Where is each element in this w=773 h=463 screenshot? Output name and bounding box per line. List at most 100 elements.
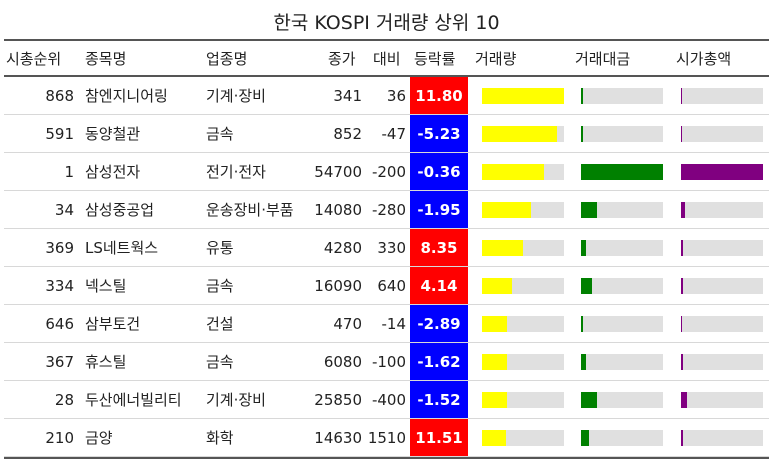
cell-price: 4280 [323, 239, 362, 257]
cell-price: 341 [333, 87, 362, 105]
cell-price: 470 [333, 315, 362, 333]
top-rule [4, 39, 769, 41]
volume-bar [482, 316, 507, 332]
cell-price: 16090 [314, 277, 362, 295]
header-sector: 업종명 [206, 50, 248, 68]
header-name: 종목명 [85, 50, 127, 68]
mcap-bar-track [681, 354, 763, 370]
cell-diff: -400 [371, 391, 406, 409]
header-rule [4, 75, 769, 77]
cell-rank: 369 [45, 239, 74, 257]
cell-rank: 646 [45, 315, 74, 333]
cell-rate-badge: -1.52 [410, 381, 468, 419]
amount-bar-track [581, 430, 663, 446]
header-diff: 대비 [373, 50, 401, 68]
amount-bar-track [581, 202, 663, 218]
amount-bar-track [581, 392, 663, 408]
mcap-bar [681, 164, 763, 180]
amount-bar [581, 126, 583, 142]
cell-rate-badge: -5.23 [410, 115, 468, 153]
cell-sector: 화학 [206, 429, 234, 447]
volume-bar [482, 354, 507, 370]
cell-rate-badge: -1.95 [410, 191, 468, 229]
table-row: 28 두산에너빌리티 기계·장비 25850 -400 -1.52 [4, 381, 769, 419]
volume-bar-track [482, 202, 564, 218]
volume-bar [482, 278, 512, 294]
amount-bar [581, 430, 589, 446]
cell-diff: -280 [371, 201, 406, 219]
volume-bar-track [482, 88, 564, 104]
row-divider [4, 380, 769, 381]
row-divider [4, 304, 769, 305]
mcap-bar-track [681, 202, 763, 218]
cell-rank: 34 [54, 201, 74, 219]
mcap-bar [681, 316, 682, 332]
volume-bar-track [482, 392, 564, 408]
cell-diff: 640 [377, 277, 406, 295]
row-divider [4, 114, 769, 115]
cell-price: 54700 [314, 163, 362, 181]
header-volume: 거래량 [475, 50, 517, 68]
cell-sector: 전기·전자 [206, 163, 266, 181]
cell-name: 삼성중공업 [85, 201, 155, 219]
volume-bar [482, 392, 507, 408]
cell-price: 14080 [314, 201, 362, 219]
row-divider [4, 228, 769, 229]
amount-bar-track [581, 278, 663, 294]
table-row: 34 삼성중공업 운송장비·부품 14080 -280 -1.95 [4, 191, 769, 229]
cell-sector: 기계·장비 [206, 391, 266, 409]
cell-diff: -100 [371, 353, 406, 371]
header-mcap: 시가총액 [676, 50, 732, 68]
table-row: 210 금양 화학 14630 1510 11.51 [4, 419, 769, 457]
amount-bar-track [581, 88, 663, 104]
cell-rate-badge: 11.80 [410, 77, 468, 115]
cell-price: 14630 [314, 429, 362, 447]
cell-rate-badge: -2.89 [410, 305, 468, 343]
header-rank: 시총순위 [6, 50, 62, 68]
cell-rate-badge: 4.14 [410, 267, 468, 305]
volume-bar [482, 240, 523, 256]
cell-sector: 기계·장비 [206, 87, 266, 105]
volume-bar [482, 88, 564, 104]
table-row: 369 LS네트웍스 유통 4280 330 8.35 [4, 229, 769, 267]
volume-bar-track [482, 240, 564, 256]
amount-bar [581, 88, 583, 104]
cell-name: 동양철관 [85, 125, 141, 143]
amount-bar-track [581, 316, 663, 332]
amount-bar [581, 354, 586, 370]
mcap-bar-track [681, 316, 763, 332]
cell-rank: 1 [64, 163, 74, 181]
cell-sector: 금속 [206, 277, 234, 295]
amount-bar [581, 202, 597, 218]
cell-name: 삼부토건 [85, 315, 141, 333]
cell-sector: 금속 [206, 125, 234, 143]
cell-diff: 1510 [367, 429, 406, 447]
row-divider [4, 418, 769, 419]
row-divider [4, 152, 769, 153]
amount-bar-track [581, 240, 663, 256]
cell-rank: 334 [45, 277, 74, 295]
volume-bar [482, 430, 506, 446]
amount-bar [581, 278, 592, 294]
volume-bar-track [482, 316, 564, 332]
cell-rate-badge: -1.62 [410, 343, 468, 381]
volume-bar [482, 202, 531, 218]
cell-price: 25850 [314, 391, 362, 409]
cell-name: 삼성전자 [85, 163, 141, 181]
volume-bar-track [482, 278, 564, 294]
header-amount: 거래대금 [575, 50, 631, 68]
cell-rank: 28 [54, 391, 74, 409]
mcap-bar [681, 126, 682, 142]
row-divider [4, 342, 769, 343]
mcap-bar-track [681, 430, 763, 446]
table-row: 1 삼성전자 전기·전자 54700 -200 -0.36 [4, 153, 769, 191]
row-divider [4, 190, 769, 191]
cell-diff: -14 [381, 315, 407, 333]
amount-bar-track [581, 164, 663, 180]
volume-bar-track [482, 354, 564, 370]
cell-rate-badge: 8.35 [410, 229, 468, 267]
cell-rank: 868 [45, 87, 74, 105]
cell-rate-badge: -0.36 [410, 153, 468, 191]
cell-diff: -200 [371, 163, 406, 181]
amount-bar-track [581, 126, 663, 142]
